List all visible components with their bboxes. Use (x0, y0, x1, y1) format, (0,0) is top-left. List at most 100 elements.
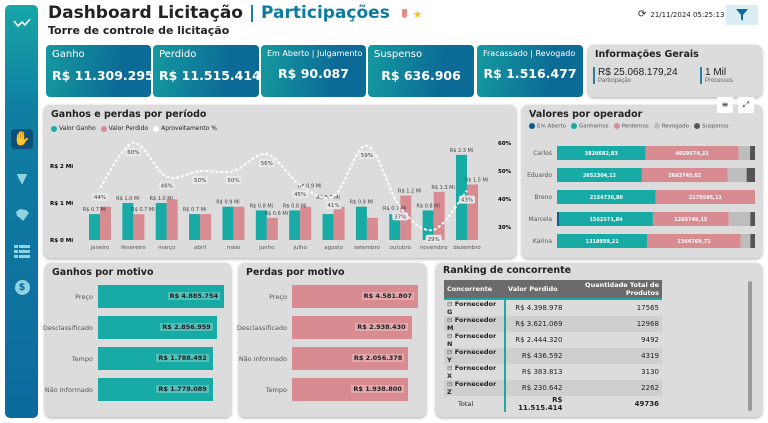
segment-label: 2170596,11 (689, 195, 723, 201)
table-row[interactable]: ⊟ Fornecedor X R$ 383.813 3130 (444, 364, 662, 380)
col-concorrente[interactable]: Concorrente (444, 280, 506, 300)
kpi-label: Suspenso (374, 49, 423, 60)
filter-visual-icon[interactable]: ≡ (717, 97, 733, 113)
star-icon[interactable]: ★ (412, 8, 423, 21)
motivo-bar[interactable]: R$ 1.788.492 (98, 347, 213, 370)
legend-item[interactable]: Aproveitamento % (153, 125, 217, 132)
segment-label: 1364769,72 (677, 239, 711, 245)
bar-perdido (366, 217, 378, 240)
x-tick-label: abril (194, 245, 207, 251)
list-icon[interactable] (11, 241, 33, 261)
legend-item[interactable]: Revogado (653, 123, 689, 130)
bookmark-icon (401, 9, 407, 18)
kpi-em-aberto: Em Aberto | Julgamento R$ 90.087 (261, 45, 366, 97)
total-row[interactable]: Total R$ 11.515.414 49736 (444, 396, 662, 412)
bar-segment-ganhamos (557, 146, 646, 160)
data-label-ganho: R$ 0.8 Mi (283, 203, 307, 209)
pct-label-bg (292, 190, 309, 198)
expand-icon[interactable]: ⊟ (447, 380, 455, 388)
x-tick-label: fevereiro (121, 245, 146, 251)
bar-segment-suspenso (750, 146, 755, 160)
data-label-ganho: R$ 1.0 Mi (116, 196, 140, 202)
expand-icon[interactable]: ⊟ (447, 364, 455, 372)
pct-label-bg (192, 176, 209, 184)
scrollbar[interactable] (748, 281, 752, 411)
legend-label: Valor Perdido (108, 125, 149, 132)
cell: 2262 (565, 380, 662, 396)
pct-label-bg (92, 192, 108, 201)
chart-title: Ganhos e perdas por período (51, 109, 207, 120)
title-main: Dashboard Licitação (48, 3, 243, 23)
bar-perdido (467, 184, 478, 240)
bar-segment-revogado (738, 146, 751, 160)
col-quantidade[interactable]: Quantidade Total de Produtos (565, 280, 662, 300)
kpi-fracassado: Fracassado | Revogado R$ 1.516.477 (477, 45, 583, 97)
motivo-bar[interactable]: R$ 1.938.800 (292, 378, 408, 401)
kpi-value: R$ 636.906 (381, 68, 461, 83)
table-row[interactable]: ⊟ Fornecedor G R$ 4.398.978 17565 (444, 299, 662, 316)
kpi-label: Em Aberto | Julgamento (267, 49, 363, 58)
refresh-icon[interactable]: ⟳ (638, 9, 647, 20)
legend-item[interactable]: Suspenso (694, 123, 728, 130)
kpi-perdido: Perdido R$ 11.515.414 (153, 45, 261, 97)
bar-ganho (122, 203, 134, 240)
refresh-time: 21/11/2024 05:25:13 (650, 10, 725, 19)
chart-legend: Em Aberto Ganhamos Perdemos Revogado Suspens… (529, 123, 728, 130)
expand-icon[interactable]: ⊟ (447, 316, 455, 324)
bar-segment-revogado (728, 212, 751, 226)
pct-label-bg (459, 195, 475, 204)
motivo-label: Tempo (265, 386, 287, 394)
cell: 12968 (565, 316, 662, 332)
operador-chart-panel: Valores por operador ≡ ⤢ Em Aberto Ganham… (522, 97, 762, 258)
x-tick-label: janeiro (90, 245, 110, 251)
raised-hands-icon[interactable]: ✋ (11, 129, 33, 149)
motivo-bar[interactable]: R$ 2.856.959 (98, 316, 217, 339)
trend-line-icon[interactable] (11, 13, 33, 33)
bar-segment-revogado (727, 168, 747, 182)
filter-button[interactable] (726, 5, 758, 25)
legend-item[interactable]: Ganhamos (571, 123, 609, 130)
table-row[interactable]: ⊟ Fornecedor N R$ 2.444.320 9492 (444, 332, 662, 348)
expand-icon[interactable]: ⊟ (447, 300, 455, 308)
motivo-value: R$ 4.885.754 (167, 292, 220, 300)
data-label-pct: 60% (127, 150, 139, 156)
table-row[interactable]: ⊟ Fornecedor Y R$ 436.592 4319 (444, 348, 662, 364)
operator-label: Eduardo (527, 172, 552, 179)
motivo-bar[interactable]: R$ 2.056.378 (292, 347, 409, 370)
expand-icon[interactable]: ⊟ (447, 332, 455, 340)
ranking-title: Ranking de concorrente (443, 265, 572, 276)
focus-mode-icon[interactable]: ⤢ (738, 97, 754, 113)
legend-item[interactable]: Em Aberto (529, 123, 566, 130)
kpi-label: Fracassado | Revogado (483, 49, 576, 58)
cell: R$ 436.592 (504, 348, 566, 364)
legend-item[interactable]: Valor Ganho (51, 125, 96, 132)
cell: ⊟ Fornecedor Y (444, 348, 506, 364)
cell: R$ 4.398.978 (504, 299, 566, 316)
motivo-bar[interactable]: R$ 2.938.430 (292, 316, 412, 339)
operator-label: Karina (533, 238, 552, 245)
table-row[interactable]: ⊟ Fornecedor M R$ 3.621.069 12968 (444, 316, 662, 332)
cell: ⊟ Fornecedor Z (444, 380, 506, 396)
motivo-bar[interactable]: R$ 1.778.089 (98, 378, 213, 401)
data-label-ganho: R$ 0.7 Mi (83, 207, 107, 213)
legend-item[interactable]: Valor Perdido (100, 125, 149, 132)
down-arrow-badge-icon[interactable]: ▼ (16, 171, 28, 187)
motivo-bar[interactable]: R$ 4.885.754 (98, 285, 224, 308)
table-row[interactable]: ⊟ Fornecedor Z R$ 230.642 2262 (444, 380, 662, 396)
info-processos: 1 Mil Processos (700, 67, 733, 84)
bar-perdido (166, 199, 178, 240)
bar-ganho (155, 203, 167, 240)
expand-icon[interactable]: ⊟ (447, 348, 455, 356)
info-caption: Processos (705, 78, 734, 84)
dollar-icon[interactable]: $ (11, 277, 33, 297)
pct-label-bg (125, 148, 142, 156)
bar-segment-ganhamos (557, 190, 656, 204)
legend-item[interactable]: Perdemos (613, 123, 649, 130)
brazil-map-icon[interactable] (11, 205, 33, 225)
y2-tick-label: 50% (498, 169, 512, 175)
info-value: 1 Mil (705, 67, 727, 78)
motivo-bar[interactable]: R$ 4.581.807 (292, 285, 418, 308)
cell: ⊟ Fornecedor G (447, 300, 497, 316)
legend-label: Suspenso (702, 123, 729, 130)
col-valor-perdido[interactable]: Valor Perdido (505, 280, 566, 300)
